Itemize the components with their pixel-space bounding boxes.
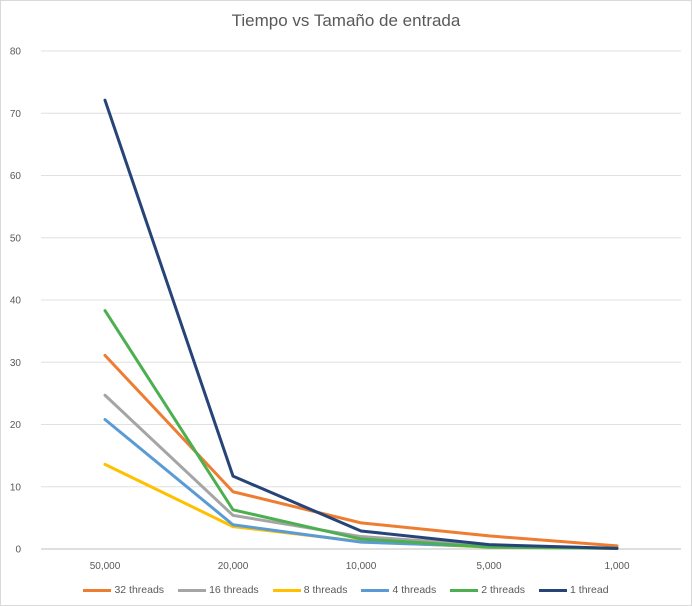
x-tick-label: 1,000	[604, 561, 629, 572]
legend-label: 32 threads	[114, 584, 165, 596]
series-line-16-threads	[103, 393, 619, 550]
legend-swatch	[178, 588, 207, 592]
legend-item: 4 threads	[361, 584, 436, 596]
y-tick-label: 30	[10, 358, 22, 369]
legend-swatch	[83, 588, 112, 592]
y-tick-label: 80	[10, 47, 22, 58]
legend-item: 16 threads	[178, 584, 259, 596]
chart-title: Tiempo vs Tamaño de entrada	[231, 11, 461, 30]
x-tick-label: 10,000	[346, 561, 377, 572]
y-tick-label: 20	[10, 420, 22, 431]
y-tick-label: 40	[10, 296, 22, 307]
y-tick-label: 60	[10, 171, 22, 182]
series-line-2-threads	[103, 309, 619, 550]
x-tick-label: 5,000	[476, 561, 501, 572]
legend-swatch	[361, 588, 390, 592]
legend-item: 8 threads	[272, 584, 348, 596]
series-line-1-thread	[103, 98, 619, 550]
legend-item: 1 thread	[539, 584, 609, 596]
legend-item: 32 threads	[83, 584, 164, 596]
legend-swatch	[539, 588, 568, 592]
chart-legend: 32 threads 16 threads 8 threads 4 threads 2 …	[1, 584, 691, 596]
legend-swatch	[272, 588, 301, 592]
legend-label: 4 threads	[392, 584, 437, 596]
legend-label: 16 threads	[209, 584, 259, 596]
x-tick-label: 50,000	[90, 561, 121, 572]
x-tick-label: 20,000	[218, 561, 249, 572]
y-tick-label: 0	[15, 545, 21, 556]
legend-label: 2 threads	[481, 584, 526, 596]
legend-swatch	[450, 588, 479, 592]
legend-item: 2 threads	[450, 584, 525, 596]
series-line-32-threads	[103, 353, 619, 548]
y-tick-label: 50	[10, 233, 22, 244]
legend-label: 8 threads	[303, 584, 348, 596]
y-tick-label: 10	[10, 482, 22, 493]
legend-label: 1 thread	[570, 584, 609, 596]
y-tick-label: 70	[10, 109, 22, 120]
